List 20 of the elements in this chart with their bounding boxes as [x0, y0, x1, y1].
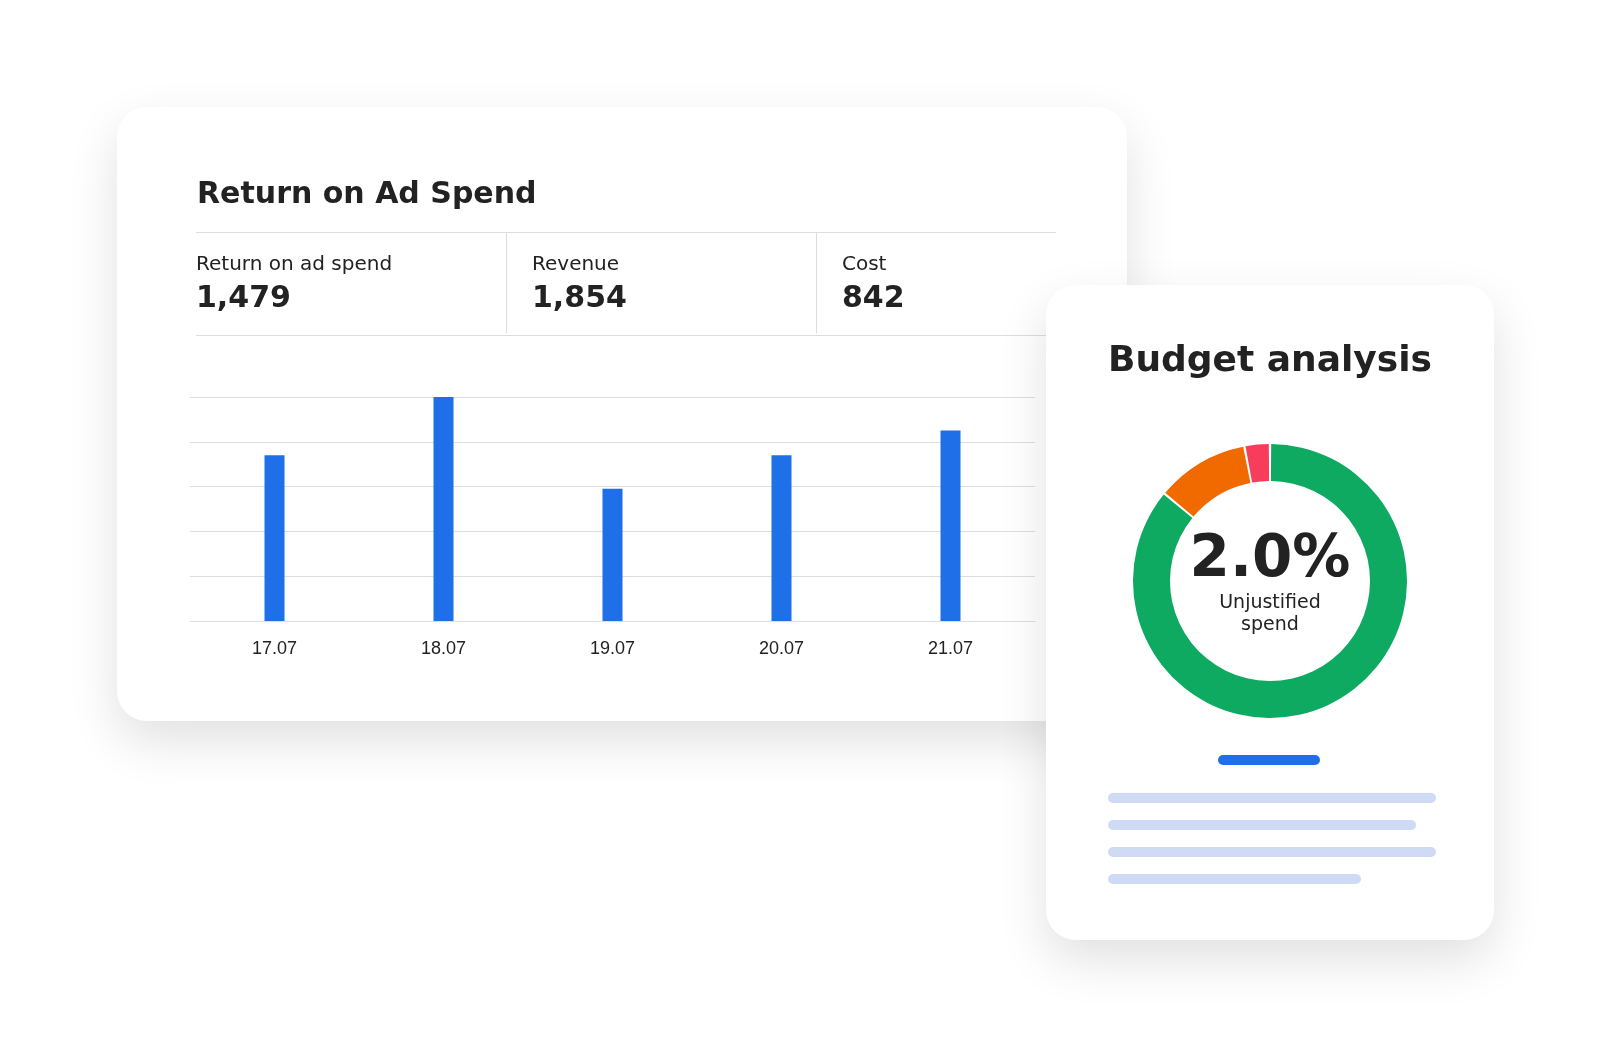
text: Revenue	[532, 251, 621, 275]
x-tick-label: 20.07	[758, 638, 805, 658]
chart-title: Return on Ad Spend	[197, 174, 537, 210]
x-tick-label: 19.07	[589, 638, 636, 658]
bar	[940, 430, 961, 621]
bar	[433, 397, 454, 621]
text: Return on ad spend	[196, 251, 393, 275]
x-tick-label: 21.07	[927, 638, 974, 658]
text: Unjustified spend	[1218, 590, 1322, 634]
bar	[264, 455, 285, 621]
text: Cost	[842, 251, 888, 275]
chart-title: Budget analysis	[1108, 337, 1432, 379]
x-tick-label: 17.07	[251, 638, 298, 658]
text: 1,854	[532, 279, 627, 314]
bar	[771, 455, 792, 621]
text: 2.0%	[1188, 522, 1352, 590]
text: 1,479	[196, 279, 292, 314]
x-tick-label: 18.07	[420, 638, 467, 658]
bar	[602, 488, 623, 621]
text: 842	[842, 279, 905, 314]
